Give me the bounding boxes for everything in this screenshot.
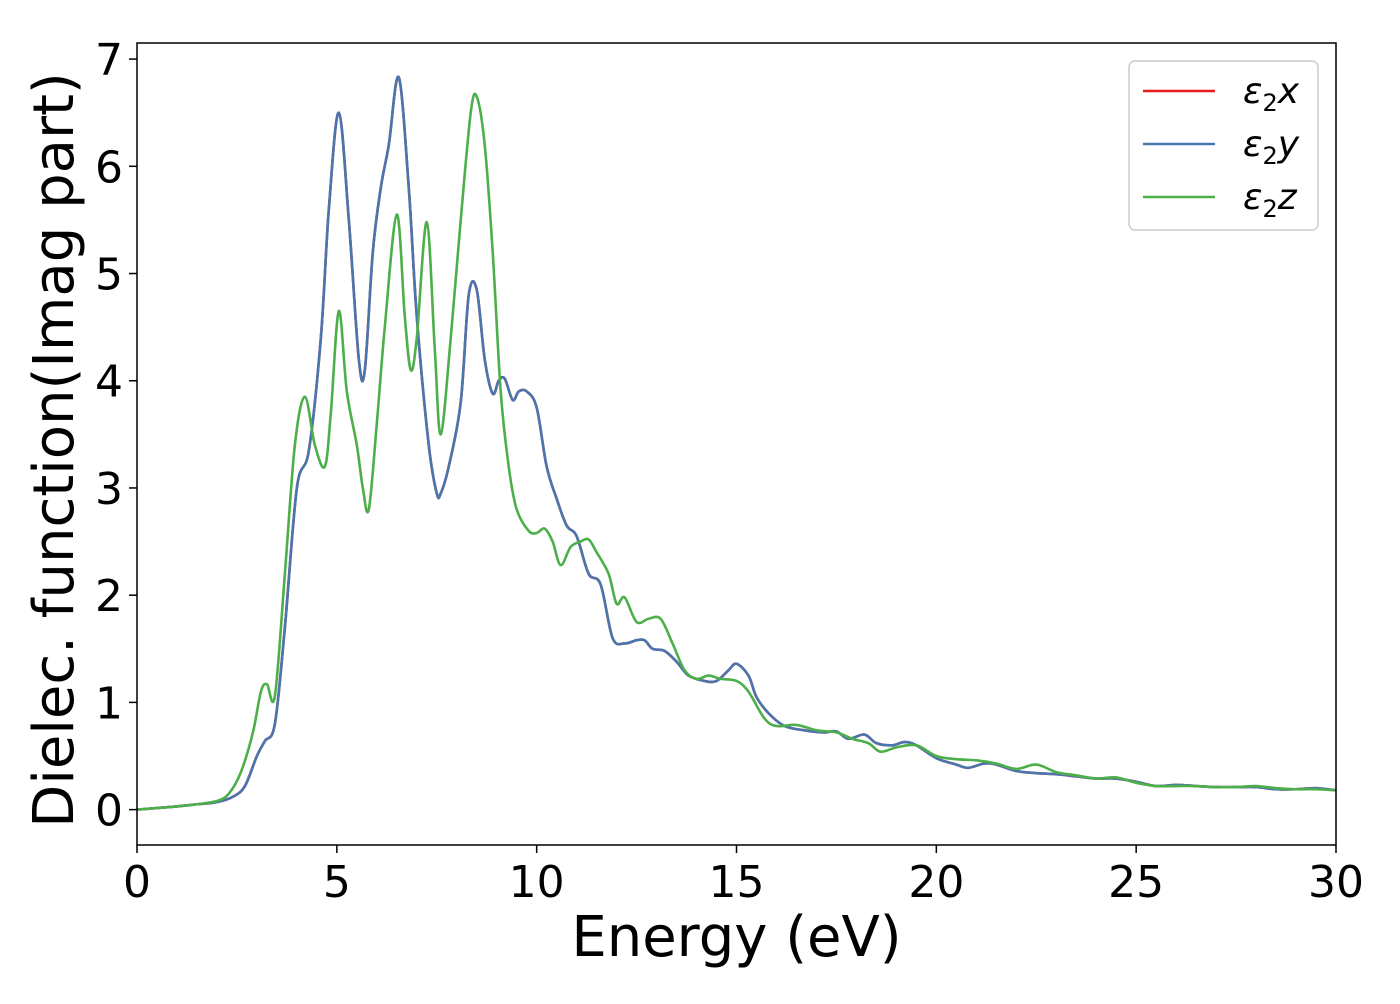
y-tick-label: 3 — [95, 464, 123, 515]
series-layer — [137, 75, 1336, 811]
y-axis-label: Dielec. function(Imag part) — [22, 72, 87, 828]
x-tick-label: 30 — [1308, 857, 1364, 908]
series-line-z — [137, 92, 1336, 811]
legend-box — [1128, 60, 1319, 231]
x-axis-ticks: 0 5 10 15 20 25 30 — [123, 845, 1364, 908]
y-tick-label: 4 — [95, 357, 123, 408]
legend-entry-x: ε2x — [1143, 71, 1300, 117]
legend-entry-z: ε2z — [1143, 177, 1298, 223]
legend-label: ε2z — [1243, 177, 1298, 223]
x-axis-label: Energy (eV) — [571, 905, 901, 970]
x-tick-label: 10 — [509, 857, 565, 908]
x-tick-label: 5 — [323, 857, 351, 908]
series-line-y — [137, 75, 1336, 811]
legend-label: ε2x — [1243, 71, 1300, 117]
legend-entry-y: ε2y — [1143, 124, 1300, 170]
x-tick-label: 0 — [123, 857, 151, 908]
y-tick-label: 2 — [95, 571, 123, 622]
x-tick-label: 15 — [709, 857, 765, 908]
y-axis-ticks: 0 1 2 3 4 5 6 7 — [95, 35, 137, 837]
y-tick-label: 5 — [95, 250, 123, 301]
legend: ε2x ε2y ε2z — [1128, 60, 1319, 231]
y-tick-label: 0 — [95, 786, 123, 837]
y-tick-label: 1 — [95, 678, 123, 729]
y-tick-label: 7 — [95, 35, 123, 86]
y-tick-label: 6 — [95, 142, 123, 193]
x-tick-label: 20 — [908, 857, 964, 908]
x-tick-label: 25 — [1108, 857, 1164, 908]
legend-label: ε2y — [1243, 124, 1300, 170]
